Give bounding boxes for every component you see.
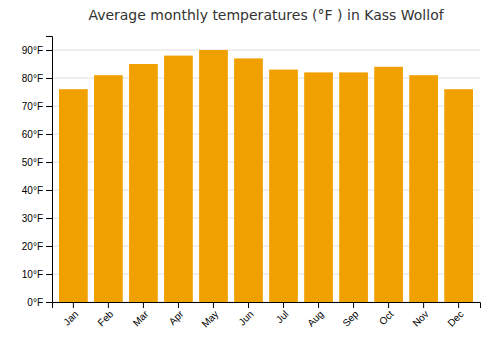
x-tick-label: Oct <box>377 308 396 327</box>
chart: 0°F 10°F 20°F 30°F 40°F 50°F 60°F 70°F 80°F 90°F J… <box>0 0 500 350</box>
x-tick: Oct <box>377 302 396 327</box>
x-axis: Jan Feb Mar Apr May Jun Jul Aug Sep Oct Nov Dec <box>53 302 481 330</box>
y-tick-label: 0°F <box>27 297 43 308</box>
x-tick-label: Aug <box>305 308 325 328</box>
y-tick: 20°F <box>22 241 52 252</box>
x-tick-mark <box>318 302 319 308</box>
bar <box>199 50 228 302</box>
y-tick: 90°F <box>22 45 52 56</box>
bar <box>129 64 158 302</box>
x-tick-label: Dec <box>445 308 465 328</box>
y-tick-label: 40°F <box>22 185 43 196</box>
x-axis-line <box>53 303 481 309</box>
x-tick-label: Sep <box>340 308 361 329</box>
bar <box>444 89 473 302</box>
bar <box>59 89 88 302</box>
y-tick-label: 30°F <box>22 213 43 224</box>
y-tick-mark <box>46 50 52 51</box>
y-tick: 70°F <box>22 101 52 112</box>
x-tick: Feb <box>95 302 115 328</box>
y-tick-mark <box>46 78 52 79</box>
x-tick-label: Mar <box>131 308 151 328</box>
x-tick: Apr <box>167 302 186 327</box>
bar <box>94 75 123 302</box>
x-tick-label: May <box>199 308 220 329</box>
x-tick-label: Jan <box>61 308 80 327</box>
y-tick-label: 50°F <box>22 157 43 168</box>
bar <box>304 72 333 302</box>
y-tick: 30°F <box>22 213 52 224</box>
x-tick-mark <box>283 302 284 308</box>
y-tick: 40°F <box>22 185 52 196</box>
x-tick-label: Apr <box>167 308 186 327</box>
x-tick-mark <box>73 302 74 308</box>
bar <box>374 67 403 302</box>
x-tick-mark <box>458 302 459 308</box>
x-tick: Dec <box>445 302 465 329</box>
y-tick-label: 80°F <box>22 73 43 84</box>
y-tick-mark <box>46 106 52 107</box>
y-tick-label: 60°F <box>22 129 43 140</box>
x-tick: Aug <box>305 302 325 329</box>
x-tick-mark <box>108 302 109 308</box>
x-tick: May <box>199 302 220 330</box>
y-tick-mark <box>46 246 52 247</box>
y-tick-label: 70°F <box>22 101 43 112</box>
x-tick: Jun <box>236 302 255 328</box>
y-tick: 60°F <box>22 129 52 140</box>
x-tick-label: Nov <box>410 308 430 328</box>
title: Average monthly temperatures (°F ) in Ka… <box>88 7 444 23</box>
bars <box>59 50 473 302</box>
y-tick-mark <box>46 218 52 219</box>
x-tick-mark <box>353 302 354 308</box>
y-tick-mark <box>46 274 52 275</box>
x-tick: Sep <box>340 302 361 329</box>
x-tick: Jul <box>274 302 291 325</box>
x-tick-label: Jun <box>236 308 255 327</box>
y-tick-mark <box>46 134 52 135</box>
bar <box>234 58 263 302</box>
x-tick-label: Jul <box>274 308 291 325</box>
x-tick: Mar <box>131 302 151 328</box>
x-tick-label: Feb <box>95 308 115 328</box>
y-tick: 80°F <box>22 73 52 84</box>
bar <box>269 70 298 302</box>
grid-line <box>52 50 480 51</box>
y-tick: 0°F <box>27 297 52 308</box>
x-tick-mark <box>423 302 424 308</box>
bar <box>409 75 438 302</box>
plot: 0°F 10°F 20°F 30°F 40°F 50°F 60°F 70°F 80°F 90°F J… <box>22 37 481 330</box>
x-tick-mark <box>248 302 249 308</box>
y-tick-label: 90°F <box>22 45 43 56</box>
x-tick: Nov <box>410 302 430 329</box>
x-tick-mark <box>178 302 179 308</box>
grid <box>52 50 480 302</box>
y-tick: 50°F <box>22 157 52 168</box>
y-axis: 0°F 10°F 20°F 30°F 40°F 50°F 60°F 70°F 80°F 90°F <box>22 37 53 308</box>
bar <box>164 56 193 302</box>
y-tick-mark <box>46 162 52 163</box>
x-tick-mark <box>388 302 389 308</box>
y-axis-line <box>46 37 53 303</box>
y-tick-label: 20°F <box>22 241 43 252</box>
y-tick-label: 10°F <box>22 269 43 280</box>
y-tick-mark <box>46 190 52 191</box>
x-tick: Jan <box>61 302 80 328</box>
y-tick-mark <box>46 302 52 303</box>
x-tick-mark <box>213 302 214 308</box>
bar <box>339 72 368 302</box>
x-tick-mark <box>143 302 144 308</box>
y-tick: 10°F <box>22 269 52 280</box>
